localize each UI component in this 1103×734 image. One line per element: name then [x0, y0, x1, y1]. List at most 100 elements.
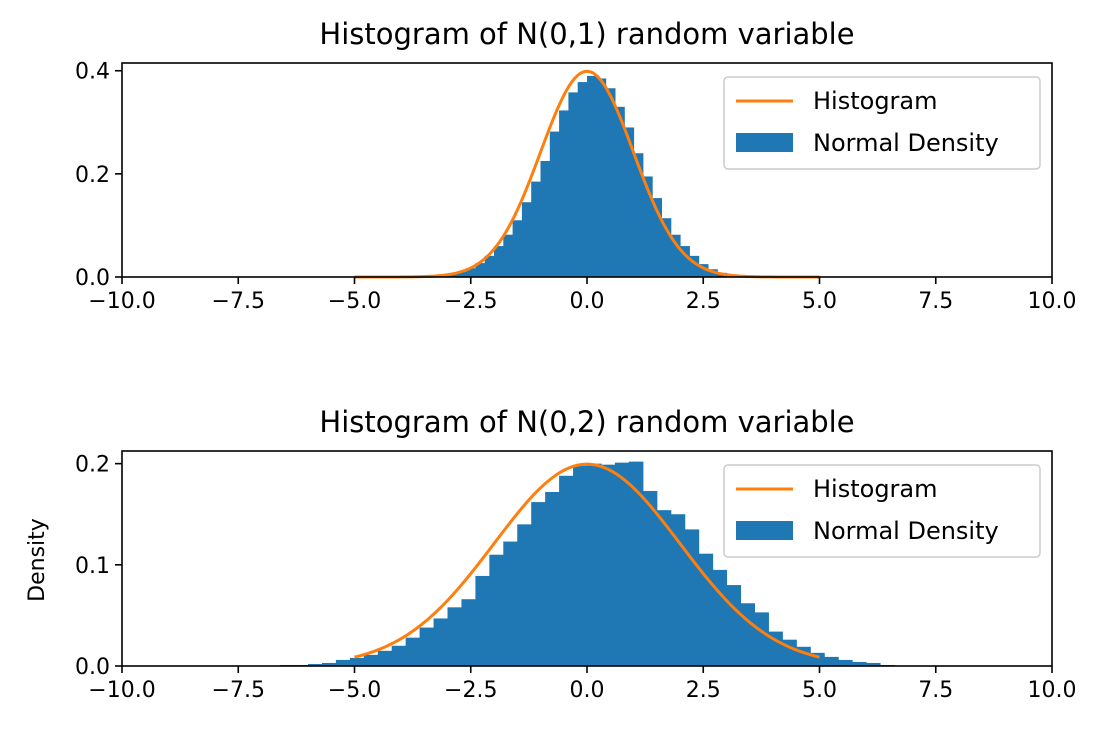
histogram-bar	[670, 514, 686, 666]
histogram-bar	[628, 461, 644, 666]
histogram-bar	[577, 82, 588, 277]
histogram-bar	[661, 218, 672, 277]
y-axis-ticks: 0.0 0.1 0.2	[75, 453, 122, 680]
histogram-bar	[852, 661, 867, 666]
histogram-bar	[838, 659, 853, 666]
histogram-bar	[475, 575, 490, 666]
x-tick-label: 10.0	[1028, 678, 1077, 703]
histogram-bar	[456, 271, 467, 277]
histogram-bar	[726, 585, 742, 666]
histogram-bar	[573, 465, 588, 666]
histogram-bar	[321, 662, 337, 666]
y-tick-label: 0.0	[75, 655, 110, 680]
histogram-bar	[419, 627, 435, 666]
y-axis-label: Density	[25, 518, 50, 602]
x-tick-label: 0.0	[570, 289, 605, 314]
x-tick-label: −7.5	[212, 289, 265, 314]
histogram-bar	[624, 127, 635, 278]
histogram-bar	[512, 220, 523, 277]
x-tick-label: −5.0	[328, 678, 381, 703]
x-tick-label: 0.0	[570, 678, 605, 703]
histogram-bars	[280, 461, 895, 666]
histogram-bar	[754, 612, 769, 666]
y-tick-label: 0.0	[75, 266, 110, 291]
histogram-bar	[614, 106, 625, 277]
histogram-bar	[308, 663, 323, 666]
histogram-bar	[568, 92, 579, 277]
histogram-bar	[600, 464, 616, 666]
legend-box	[723, 464, 1041, 558]
histogram-bar	[614, 462, 630, 666]
legend-label: Histogram	[813, 87, 938, 115]
histogram-bar	[521, 202, 532, 277]
x-tick-label: 2.5	[686, 678, 721, 703]
chart-title: Histogram of N(0,1) random variable	[319, 17, 854, 51]
x-axis-ticks: −10.0 −7.5 −5.0 −2.5 0.0 2.5 5.0 7.5 10.0	[88, 666, 1076, 703]
histogram-bar	[596, 78, 607, 277]
chart-panel-n01: Histogram of N(0,1) random variable −10.…	[75, 17, 1076, 314]
x-tick-label: −10.0	[88, 678, 155, 703]
histogram-bar	[447, 607, 463, 666]
histogram-bar	[768, 631, 783, 666]
x-tick-label: −2.5	[444, 678, 497, 703]
histogram-bar	[642, 176, 653, 277]
y-tick-label: 0.4	[75, 60, 110, 85]
histogram-bar	[689, 255, 700, 277]
histogram-bar	[642, 490, 658, 666]
x-tick-label: −2.5	[444, 289, 497, 314]
legend-label: Histogram	[813, 475, 938, 503]
histogram-bar	[531, 181, 542, 277]
histogram-bar	[680, 246, 690, 277]
legend-patch-swatch	[736, 521, 793, 540]
histogram-bar	[670, 234, 681, 277]
histogram-bar	[489, 554, 504, 666]
histogram-bar	[712, 569, 728, 666]
histogram-bar	[377, 650, 393, 666]
histogram-bar	[824, 656, 839, 666]
x-tick-label: −7.5	[212, 678, 265, 703]
y-axis-ticks: 0.0 0.2 0.4	[75, 60, 122, 291]
histogram-bar	[335, 659, 351, 666]
normal-density-curve	[354, 462, 820, 659]
x-tick-label: 10.0	[1028, 289, 1077, 314]
x-tick-label: 2.5	[686, 289, 721, 314]
histogram-bar	[531, 502, 546, 666]
histogram-bar	[494, 246, 504, 277]
legend-label: Normal Density	[813, 517, 999, 545]
legend: Histogram Normal Density	[723, 464, 1041, 558]
histogram-bar	[466, 268, 476, 277]
histogram-bar	[349, 657, 365, 666]
x-tick-label: −5.0	[328, 289, 381, 314]
x-axis-ticks: −10.0 −7.5 −5.0 −2.5 0.0 2.5 5.0 7.5 10.0	[88, 277, 1076, 314]
histogram-bar	[540, 160, 551, 277]
histogram-bar	[475, 263, 486, 277]
histogram-bar	[503, 234, 514, 277]
histogram-bar	[405, 637, 421, 666]
histogram-bar	[866, 662, 881, 666]
histogram-bar	[363, 654, 379, 666]
histogram-bar	[633, 153, 644, 277]
histogram-bar	[447, 273, 458, 277]
chart-title: Histogram of N(0,2) random variable	[319, 405, 854, 439]
legend-label: Normal Density	[813, 129, 999, 157]
histogram-bar	[517, 524, 532, 666]
histogram-bar	[503, 541, 518, 666]
histogram-bar	[698, 264, 709, 277]
histogram-bar	[545, 491, 560, 666]
histogram-bar	[656, 510, 672, 666]
histogram-bars	[428, 75, 746, 278]
legend-box	[723, 76, 1041, 170]
y-tick-label: 0.2	[75, 453, 110, 478]
histogram-bar	[605, 88, 616, 278]
histogram-bar	[461, 599, 476, 666]
histogram-bar	[740, 603, 755, 666]
x-tick-label: 5.0	[802, 678, 837, 703]
x-tick-label: −10.0	[88, 289, 155, 314]
histogram-bar	[587, 75, 597, 277]
histogram-bar	[391, 645, 407, 666]
histogram-bar	[559, 110, 569, 277]
histogram-bar	[559, 475, 574, 666]
y-tick-label: 0.1	[75, 554, 110, 579]
x-tick-label: 5.0	[802, 289, 837, 314]
